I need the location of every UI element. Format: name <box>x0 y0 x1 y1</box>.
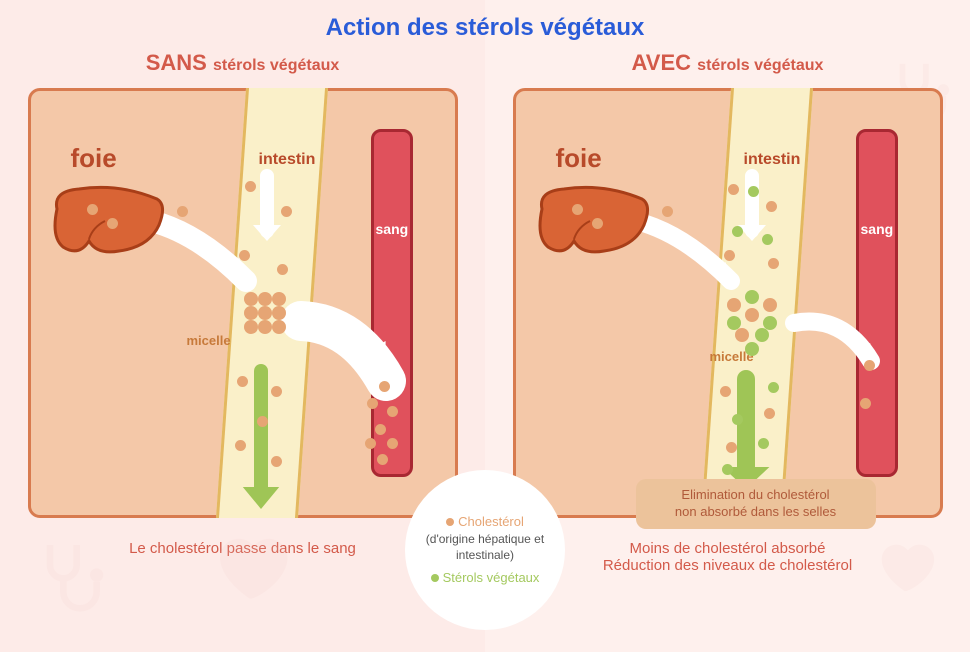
micelle-dot <box>258 306 272 320</box>
cholesterol-dot <box>379 381 390 392</box>
cholesterol-dot <box>245 181 256 192</box>
micelle-dot <box>745 342 759 356</box>
cholesterol-dot <box>728 184 739 195</box>
micelle-dot <box>258 320 272 334</box>
elimination-note: Elimination du cholestérol non absorbé da… <box>636 479 876 529</box>
sterol-dot-icon <box>431 574 439 582</box>
cholesterol-dot <box>367 398 378 409</box>
cholesterol-dot <box>860 398 871 409</box>
title-strong: SANS <box>146 50 207 75</box>
label-sang: sang <box>861 221 894 237</box>
title-rest: stérols végétaux <box>697 57 823 74</box>
cholesterol-dot <box>271 386 282 397</box>
sterol-dot <box>768 382 779 393</box>
cholesterol-dot <box>768 258 779 269</box>
cholesterol-dot <box>239 250 250 261</box>
legend-cholesterol-sub: (d'origine hépatique et intestinale) <box>417 531 553 563</box>
micelle-dot <box>745 308 759 322</box>
cholesterol-dot <box>592 218 603 229</box>
legend: Cholestérol (d'origine hépatique et inte… <box>405 470 565 630</box>
micelle-dot <box>755 328 769 342</box>
cholesterol-dot <box>387 438 398 449</box>
caption-line1: Moins de cholestérol absorbé <box>630 540 826 557</box>
cholesterol-dot <box>237 376 248 387</box>
heart-bg-icon <box>865 530 945 600</box>
cholesterol-dot <box>387 406 398 417</box>
sterol-dot <box>722 464 733 475</box>
cholesterol-dot-icon <box>446 518 454 526</box>
micelle-dot <box>272 320 286 334</box>
cholesterol-dot <box>281 206 292 217</box>
title-rest: stérols végétaux <box>213 57 339 74</box>
sterol-dot <box>758 438 769 449</box>
micelle-dot <box>745 290 759 304</box>
legend-cholesterol-label: Cholestérol <box>458 513 524 531</box>
page-root: Action des stérols végétaux SANS stérols… <box>0 0 970 652</box>
cholesterol-dot <box>177 206 188 217</box>
cholesterol-dot <box>365 438 376 449</box>
sterol-dot <box>732 414 743 425</box>
diagram-box-sans: foie intestin sang micelle <box>28 88 458 518</box>
legend-cholesterol: Cholestérol <box>446 513 524 531</box>
cholesterol-dot <box>662 206 673 217</box>
cholesterol-dot <box>724 250 735 261</box>
label-intestin: intestin <box>259 151 316 169</box>
cholesterol-dot <box>766 201 777 212</box>
cholesterol-dot <box>726 442 737 453</box>
label-foie: foie <box>556 143 602 174</box>
diagram-box-avec: foieintestinsangmicelleElimination du ch… <box>513 88 943 518</box>
micelle-dot <box>727 298 741 312</box>
micelle-dot <box>735 328 749 342</box>
micelle-dot <box>763 298 777 312</box>
caption-line2: Réduction des niveaux de cholestérol <box>603 557 852 574</box>
micelle-dot <box>272 292 286 306</box>
micelle-dot <box>258 292 272 306</box>
cholesterol-dot <box>257 416 268 427</box>
micelle-dot <box>244 292 258 306</box>
steth-bg-icon <box>30 535 110 615</box>
cholesterol-dot <box>764 408 775 419</box>
cholesterol-dot <box>271 456 282 467</box>
panel-title-sans: SANS stérols végétaux <box>0 50 485 76</box>
main-title: Action des stérols végétaux <box>0 0 970 52</box>
heart-bg-icon <box>200 520 300 610</box>
micelle-dot <box>244 306 258 320</box>
cholesterol-dot <box>87 204 98 215</box>
legend-sterol: Stérols végétaux <box>431 569 540 587</box>
micelle-dot <box>272 306 286 320</box>
label-intestin: intestin <box>744 151 801 169</box>
label-micelle: micelle <box>187 333 231 348</box>
cholesterol-dot <box>235 440 246 451</box>
micelle-dot <box>244 320 258 334</box>
cholesterol-dot <box>277 264 288 275</box>
elimination-l1: Elimination du cholestérol <box>681 487 829 502</box>
cholesterol-dot <box>107 218 118 229</box>
cholesterol-dot <box>375 424 386 435</box>
title-strong: AVEC <box>632 50 692 75</box>
sterol-dot <box>762 234 773 245</box>
cholesterol-dot <box>377 454 388 465</box>
blood-vessel <box>856 129 898 477</box>
cholesterol-dot <box>572 204 583 215</box>
cholesterol-dot <box>720 386 731 397</box>
cholesterol-dot <box>864 360 875 371</box>
label-foie: foie <box>71 143 117 174</box>
legend-sterol-label: Stérols végétaux <box>443 569 540 587</box>
label-sang: sang <box>376 221 409 237</box>
elimination-l2: non absorbé dans les selles <box>675 504 836 519</box>
sterol-dot <box>732 226 743 237</box>
sterol-dot <box>748 186 759 197</box>
